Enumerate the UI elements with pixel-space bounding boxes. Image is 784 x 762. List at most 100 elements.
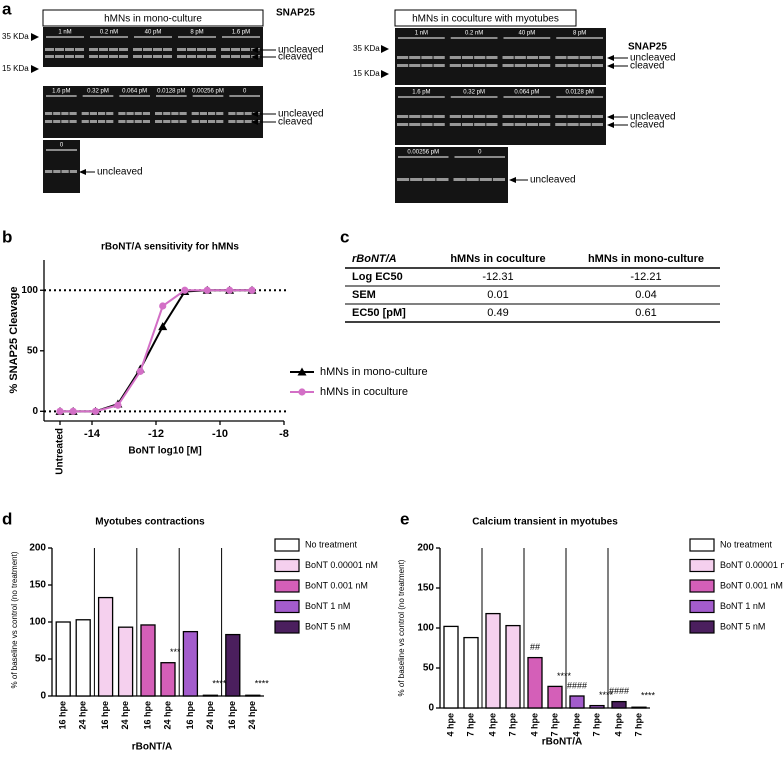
legend-swatch bbox=[274, 599, 300, 614]
data-point bbox=[158, 322, 168, 331]
data-point bbox=[159, 302, 167, 310]
lane-label: 1 nM bbox=[415, 31, 428, 37]
band-label: cleaved bbox=[630, 61, 664, 72]
data-point bbox=[226, 286, 234, 294]
band bbox=[526, 123, 539, 126]
bar bbox=[117, 626, 134, 697]
band bbox=[163, 112, 171, 115]
data-point bbox=[181, 286, 189, 294]
blot-title: hMNs in coculture with myotubes bbox=[412, 14, 559, 25]
legend-label: No treatment bbox=[720, 539, 773, 549]
x-tick-label: 24 hpe bbox=[247, 701, 257, 730]
band bbox=[142, 112, 150, 115]
band bbox=[433, 56, 445, 59]
legend-swatch bbox=[689, 558, 715, 573]
significance: #### bbox=[567, 680, 587, 690]
band bbox=[567, 64, 579, 67]
band bbox=[502, 64, 514, 67]
significance: **** bbox=[599, 690, 614, 700]
band bbox=[474, 64, 486, 67]
table-cell: 0.01 bbox=[487, 289, 508, 301]
band bbox=[502, 123, 514, 126]
legend-swatch bbox=[274, 620, 300, 634]
x-tick-label: 4 hpe bbox=[529, 713, 539, 737]
y-tick-label: 150 bbox=[417, 583, 434, 594]
band bbox=[208, 112, 216, 115]
band bbox=[397, 64, 409, 67]
band bbox=[163, 120, 171, 123]
x-tick-label: 24 hpe bbox=[162, 701, 172, 730]
band bbox=[163, 55, 172, 58]
blot-title-box bbox=[42, 9, 264, 27]
significance: ## bbox=[530, 642, 540, 652]
band bbox=[433, 115, 445, 118]
band bbox=[526, 64, 539, 67]
band bbox=[244, 120, 252, 123]
band bbox=[453, 178, 466, 181]
band bbox=[191, 112, 199, 115]
table-cell: SEM bbox=[352, 289, 376, 301]
blot-title-box bbox=[394, 9, 577, 27]
x-tick-label: 4 hpe bbox=[487, 713, 497, 737]
band bbox=[514, 56, 526, 59]
band bbox=[449, 115, 461, 118]
y-tick-label: 100 bbox=[21, 285, 38, 296]
band bbox=[539, 123, 551, 126]
band bbox=[187, 55, 196, 58]
band-label: uncleaved bbox=[630, 53, 676, 64]
series-line bbox=[60, 289, 252, 413]
band bbox=[567, 56, 579, 59]
band bbox=[171, 112, 179, 115]
band bbox=[433, 123, 445, 126]
band bbox=[591, 123, 603, 126]
table-cell: 0.04 bbox=[635, 289, 656, 301]
x-tick-label: -12 bbox=[148, 428, 164, 440]
band bbox=[89, 112, 97, 115]
band bbox=[231, 55, 240, 58]
band-label: uncleaved bbox=[530, 175, 576, 186]
lane-label: 0 bbox=[478, 150, 482, 156]
lane-label: 0.32 pM bbox=[87, 89, 109, 95]
x-tick-label: 24 hpe bbox=[205, 701, 215, 730]
bar bbox=[463, 636, 479, 709]
band bbox=[449, 64, 461, 67]
legend-label: BoNT 0.00001 nM bbox=[305, 560, 378, 570]
y-tick-label: 0 bbox=[32, 406, 38, 417]
band-label: uncleaved bbox=[97, 167, 143, 178]
band bbox=[179, 112, 187, 115]
x-axis-label: BoNT log10 [M] bbox=[128, 446, 201, 457]
band bbox=[208, 120, 216, 123]
band bbox=[474, 123, 486, 126]
band bbox=[502, 115, 514, 118]
band bbox=[579, 115, 591, 118]
band bbox=[236, 120, 244, 123]
lane-label: 1 nM bbox=[58, 30, 71, 36]
band bbox=[75, 55, 84, 58]
band bbox=[197, 48, 206, 51]
y-tick-label: 150 bbox=[29, 580, 46, 591]
band bbox=[474, 115, 486, 118]
y-tick-label: 50 bbox=[35, 654, 47, 665]
band bbox=[567, 123, 579, 126]
band-label: cleaved bbox=[278, 117, 312, 128]
band bbox=[199, 120, 207, 123]
x-tick-label: 16 hpe bbox=[142, 701, 152, 730]
x-tick-label: 16 hpe bbox=[100, 701, 110, 730]
y-axis-label: % SNAP25 Cleavage bbox=[8, 287, 20, 394]
legend-label: BoNT 1 nM bbox=[305, 601, 350, 611]
legend-label: BoNT 0.00001 nM bbox=[720, 560, 784, 570]
x-tick-label: 16 hpe bbox=[58, 701, 68, 730]
legend-label: hMNs in coculture bbox=[320, 386, 408, 398]
band bbox=[75, 48, 84, 51]
band bbox=[155, 112, 163, 115]
band bbox=[526, 56, 539, 59]
band bbox=[53, 112, 61, 115]
data-point bbox=[136, 367, 144, 375]
y-tick-label: 100 bbox=[417, 623, 434, 634]
band bbox=[89, 55, 98, 58]
lane-label: 0.32 pM bbox=[463, 90, 485, 96]
bar bbox=[182, 630, 199, 697]
band bbox=[199, 112, 207, 115]
band bbox=[555, 64, 567, 67]
band bbox=[191, 120, 199, 123]
